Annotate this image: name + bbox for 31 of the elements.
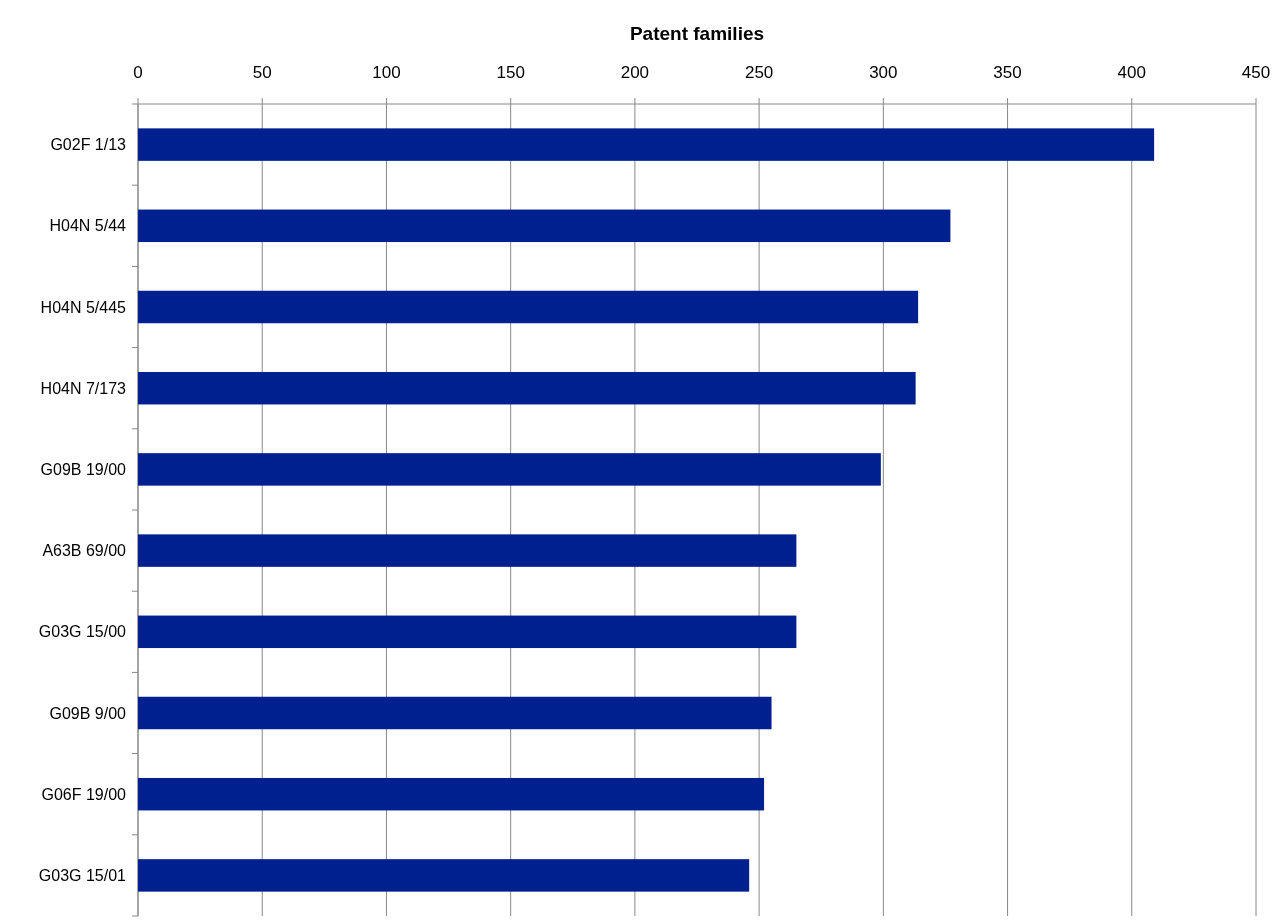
bar (138, 209, 951, 243)
y-tick-label: H04N 5/44 (49, 217, 127, 235)
bar (138, 777, 765, 811)
y-tick-label: A63B 69/00 (42, 542, 127, 560)
x-axis-title: Patent families (629, 23, 765, 44)
bar (138, 290, 919, 324)
y-tick-label: G09B 19/00 (40, 461, 127, 478)
y-tick-label: H04N 7/173 (40, 379, 127, 397)
bar (138, 128, 1155, 161)
y-tick-label: G02F 1/13 (50, 136, 127, 154)
y-tick-label: H04N 5/445 (40, 298, 127, 316)
bar (138, 534, 797, 567)
x-tick-label: 0 (133, 63, 143, 82)
bar (138, 371, 916, 405)
x-tick-label: 50 (252, 63, 272, 82)
bar (138, 696, 772, 730)
x-tick-label: 150 (496, 63, 525, 82)
x-tick-label: 250 (744, 63, 774, 82)
y-tick-label: G09B 9/00 (49, 704, 127, 722)
bar (138, 453, 881, 486)
x-tick-label: 450 (1241, 63, 1271, 82)
bar (138, 859, 750, 892)
x-tick-label: 200 (620, 63, 650, 82)
y-tick-label: G03G 15/01 (38, 867, 127, 884)
x-tick-label: 300 (869, 63, 898, 82)
y-tick-label: G06F 19/00 (41, 785, 127, 803)
y-tick-label: G03G 15/00 (38, 623, 127, 641)
x-tick-label: 100 (372, 63, 401, 82)
bar (138, 615, 797, 649)
x-tick-label: 400 (1117, 63, 1146, 82)
x-tick-label: 350 (993, 63, 1022, 82)
